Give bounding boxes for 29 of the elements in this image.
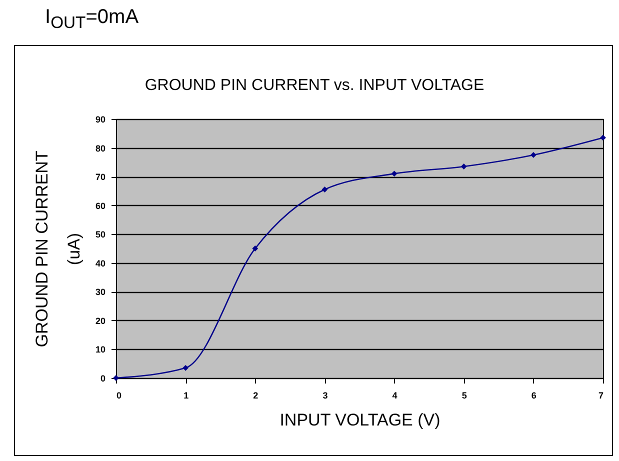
text: I$_{OUT}$=0mA xyxy=(45,6,139,33)
x-tick-label: 6 xyxy=(531,390,536,400)
y-tick-label: 20 xyxy=(95,316,106,326)
chart-title: GROUND PIN CURRENT vs. INPUT VOLTAGE xyxy=(144,77,484,94)
x-tick-label: 5 xyxy=(462,390,467,400)
point xyxy=(182,364,189,371)
x-tick-label: 0 xyxy=(116,390,122,400)
x-tick-label: 2 xyxy=(253,390,258,400)
x-tick-label: 7 xyxy=(598,390,604,400)
y-tick-label: 60 xyxy=(95,200,106,211)
point xyxy=(600,134,606,141)
y-tick-label: 30 xyxy=(95,287,106,298)
y-tick-label: 50 xyxy=(95,230,106,240)
x-tick-label: 3 xyxy=(322,390,328,400)
y-tick-label: 70 xyxy=(95,172,106,182)
x-axis-title: INPUT VOLTAGE (V) xyxy=(280,410,440,430)
y-tick-label: 0 xyxy=(100,374,106,384)
y-tick-label: 40 xyxy=(95,258,106,268)
y-tick-label: 90 xyxy=(95,114,106,124)
point xyxy=(252,246,258,252)
x-tick-label: 1 xyxy=(184,390,189,400)
y-tick-label: 80 xyxy=(95,143,106,154)
y-tick-label: 10 xyxy=(95,344,106,355)
y-axis-title: GROUND PIN CURRENT (uA) xyxy=(32,150,84,348)
point xyxy=(460,164,467,170)
point xyxy=(530,152,536,158)
x-tick-label: 4 xyxy=(392,390,398,400)
point xyxy=(322,186,328,192)
point xyxy=(391,170,398,177)
